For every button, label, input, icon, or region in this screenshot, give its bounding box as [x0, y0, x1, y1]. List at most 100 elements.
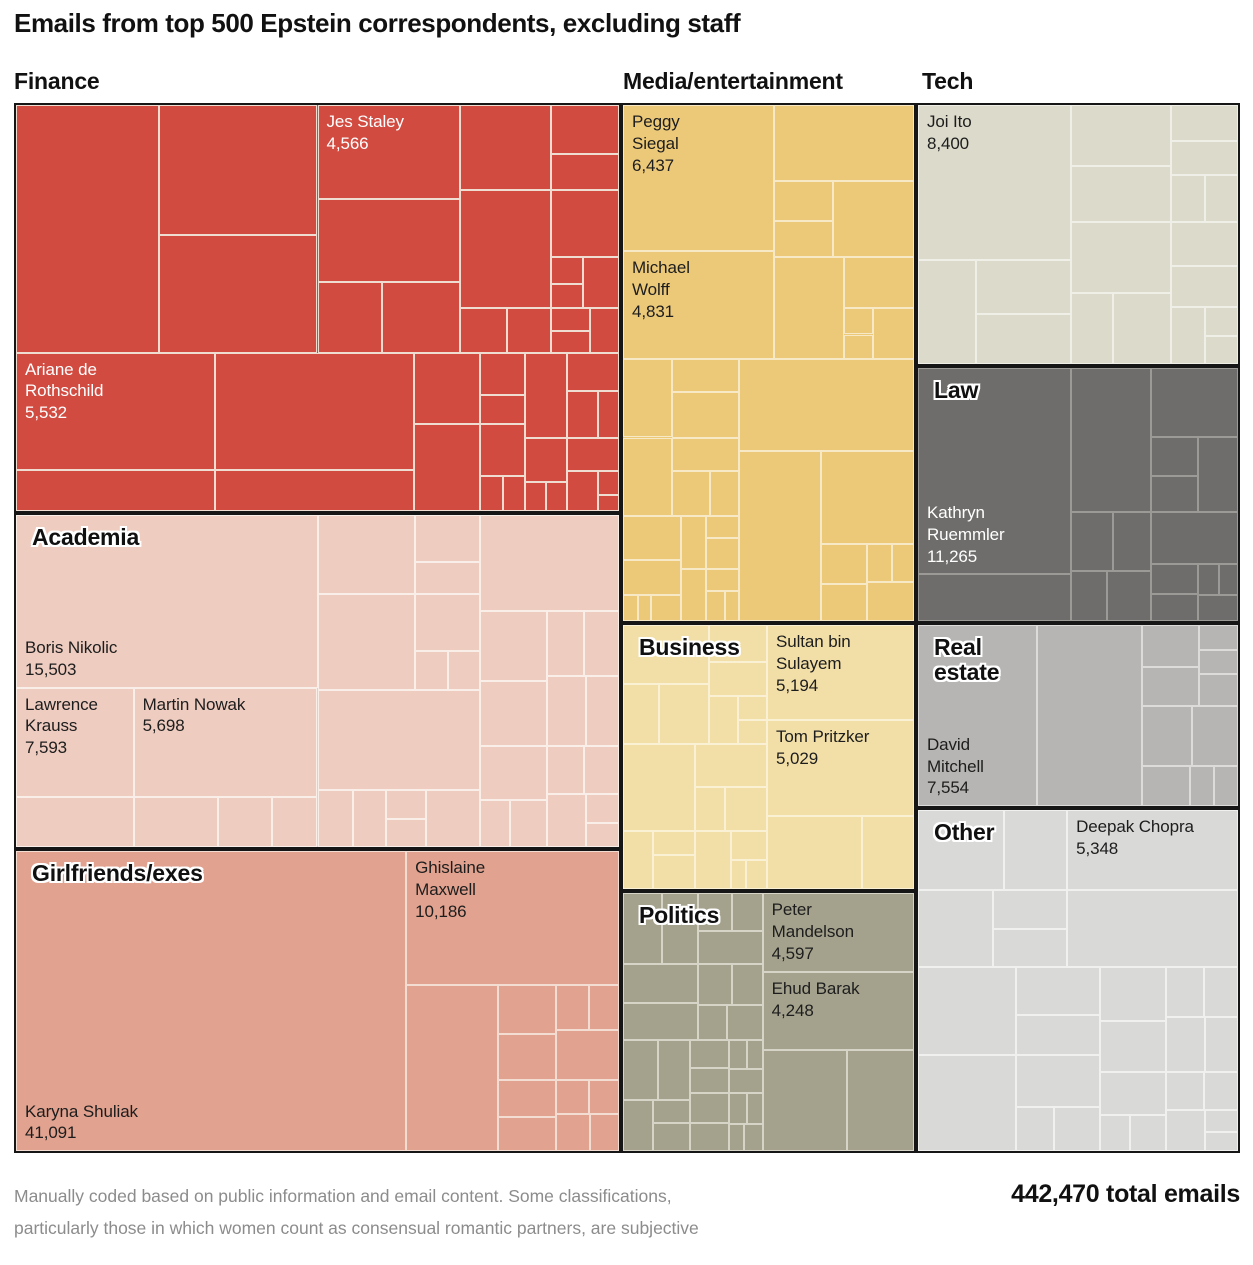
treemap-cell	[546, 675, 586, 746]
treemap-cell	[588, 985, 619, 1031]
treemap-cell	[385, 789, 426, 820]
treemap-cell	[1151, 564, 1199, 594]
treemap-cell	[1198, 437, 1238, 513]
treemap-cell	[1166, 1017, 1206, 1072]
treemap-cell	[729, 1093, 747, 1125]
treemap-cell	[584, 745, 619, 795]
treemap-cell	[992, 890, 1068, 929]
treemap-cell	[918, 574, 1071, 621]
treemap-cell	[590, 1113, 619, 1151]
treemap-cell	[1070, 368, 1152, 513]
leaf-name: Jes Staley	[326, 112, 405, 131]
treemap-cell	[1141, 766, 1190, 806]
treemap-cell	[847, 1049, 914, 1151]
treemap-cell	[498, 1034, 557, 1080]
treemap-cell	[724, 590, 740, 621]
leaf-name: Karyna Shuliak	[25, 1101, 138, 1121]
treemap-cell	[844, 257, 914, 309]
treemap-cell	[725, 787, 768, 831]
treemap-cell	[1130, 1114, 1167, 1151]
treemap-cell	[671, 358, 740, 392]
treemap-cell	[975, 259, 1071, 314]
leaf-value: 11,265	[927, 546, 978, 566]
treemap-cell	[698, 963, 732, 1005]
leaf-value: 4,831	[632, 301, 675, 321]
leaf-name: Ghislaine Maxwell	[415, 858, 486, 899]
leaf-name: Ariane de Rothschild	[25, 359, 104, 401]
leaf-name: Peggy Siegal	[632, 112, 680, 153]
leaf-name: Ehud Barak	[771, 979, 860, 999]
treemap-cell	[695, 743, 768, 788]
treemap-cell	[413, 423, 481, 511]
treemap-cell	[774, 220, 833, 258]
treemap-cell	[550, 308, 590, 332]
treemap-cell	[1204, 307, 1238, 336]
group-header-law: Law	[934, 377, 979, 403]
treemap-cell	[459, 105, 551, 191]
leaf-name: Michael Wolff	[632, 258, 690, 299]
treemap-cell	[1070, 165, 1172, 222]
treemap-cell	[1113, 292, 1172, 364]
treemap-cell	[1016, 1014, 1101, 1056]
treemap-cell	[506, 308, 551, 353]
treemap-cell	[1100, 1071, 1167, 1115]
treemap-cell	[585, 822, 619, 847]
treemap-cell	[744, 1124, 763, 1151]
treemap-cell	[1205, 1017, 1238, 1072]
group-header-academia: Academia	[32, 524, 140, 550]
treemap-cell	[567, 438, 619, 471]
treemap-cell	[510, 800, 547, 847]
treemap-cell	[16, 797, 134, 847]
treemap-cell	[746, 1040, 763, 1069]
treemap-cell	[1151, 512, 1238, 565]
treemap-cell	[623, 625, 710, 685]
treemap-cell	[662, 893, 699, 964]
treemap-cell	[1054, 1106, 1101, 1151]
treemap-cell	[820, 583, 868, 621]
treemap-cell	[480, 476, 503, 511]
treemap-cell	[1037, 625, 1142, 806]
treemap-cell	[1171, 105, 1238, 142]
treemap-cell	[731, 893, 763, 932]
treemap-cell	[1070, 570, 1108, 621]
treemap-cell	[447, 651, 481, 690]
treemap-cell	[584, 611, 619, 676]
treemap-cell	[1141, 667, 1200, 707]
treemap-cell	[623, 594, 638, 621]
leaf-value: 4,566	[326, 133, 369, 153]
treemap-cell	[214, 470, 414, 511]
treemap-cell	[681, 516, 706, 569]
treemap-cell	[317, 789, 354, 847]
treemap-cell	[653, 1099, 691, 1123]
treemap-cell	[158, 234, 318, 353]
treemap-cell	[1218, 564, 1238, 595]
treemap-group-politics: Peter Mandelson 4,597 Ehud Barak 4,248 Polit…	[621, 891, 916, 1153]
leaf-label: Karyna Shuliak 41,091	[25, 1101, 138, 1145]
treemap-cell	[381, 282, 460, 353]
treemap-cell	[1205, 1132, 1238, 1151]
leaf-label: Peter Mandelson 4,597	[772, 899, 854, 964]
treemap-cell	[1141, 625, 1200, 668]
treemap-cell	[556, 1113, 591, 1151]
treemap-cell	[746, 1093, 763, 1125]
leaf-value: 7,593	[25, 738, 68, 758]
treemap-cell	[698, 893, 732, 932]
treemap-cell-joi-ito: Joi Ito 8,400	[918, 105, 1071, 260]
treemap-cell	[1199, 625, 1238, 651]
treemap-cell	[820, 450, 914, 544]
treemap-group-girlfriends-exes: Karyna Shuliak 41,091 Ghislaine Maxwell 10,…	[14, 849, 621, 1153]
treemap-cell	[774, 105, 914, 182]
treemap-cell	[1198, 594, 1238, 621]
treemap-cell	[1189, 766, 1214, 806]
leaf-label: Peggy Siegal 6,437	[632, 111, 680, 176]
leaf-label: Boris Nikolic 15,503	[25, 637, 117, 681]
leaf-label: David Mitchell 7,554	[927, 734, 984, 799]
treemap-cell	[867, 582, 914, 621]
treemap-cell	[698, 1004, 728, 1041]
treemap-cell	[657, 1040, 691, 1100]
treemap-cell	[873, 308, 914, 359]
leaf-label: Lawrence Krauss 7,593	[25, 694, 98, 759]
leaf-label: Jes Staley 4,566	[326, 111, 405, 155]
treemap-cell	[1171, 307, 1205, 364]
treemap-cell	[1016, 966, 1101, 1015]
